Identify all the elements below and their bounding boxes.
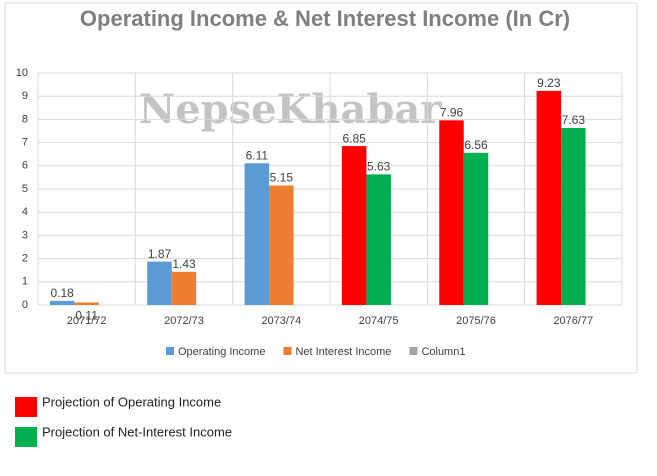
bar bbox=[366, 174, 391, 305]
legend-swatch bbox=[283, 347, 292, 355]
key-swatch bbox=[15, 397, 37, 417]
key-swatch bbox=[15, 427, 37, 447]
bar bbox=[341, 146, 367, 305]
y-tick-label: 9 bbox=[22, 90, 28, 102]
legend-label: Net Interest Income bbox=[295, 346, 391, 358]
bar bbox=[439, 120, 464, 305]
legend-swatch bbox=[166, 347, 174, 355]
value-label: 5.15 bbox=[270, 171, 294, 185]
x-tick-label: 2071/72 bbox=[67, 315, 107, 327]
value-label: 7.96 bbox=[440, 105, 464, 119]
x-tick-label: 2072/73 bbox=[164, 315, 204, 327]
value-label: 9.23 bbox=[537, 76, 561, 90]
y-tick-label: 1 bbox=[22, 276, 28, 288]
y-tick-label: 2 bbox=[22, 253, 28, 265]
bar bbox=[269, 185, 294, 305]
value-label: 0.11 bbox=[75, 309, 98, 323]
value-label: 1.43 bbox=[172, 257, 196, 271]
bar bbox=[463, 152, 489, 305]
y-tick-label: 5 bbox=[22, 183, 28, 195]
key-label: Projection of Operating Income bbox=[42, 394, 221, 409]
watermark: NepseKhabar bbox=[139, 86, 443, 133]
bar bbox=[561, 127, 586, 305]
x-tick-label: 2076/77 bbox=[553, 315, 593, 327]
value-label: 1.87 bbox=[148, 247, 172, 261]
x-tick-label: 2073/74 bbox=[261, 315, 301, 327]
bar bbox=[49, 300, 75, 305]
value-label: 5.63 bbox=[367, 160, 391, 174]
legend-label: Column1 bbox=[421, 346, 465, 358]
x-tick-label: 2074/75 bbox=[359, 315, 399, 327]
bar bbox=[244, 163, 270, 305]
chart-frame bbox=[4, 2, 638, 374]
value-label: 6.56 bbox=[464, 138, 488, 152]
y-tick-label: 4 bbox=[22, 206, 28, 218]
bar bbox=[147, 261, 172, 305]
legend-label: Operating Income bbox=[178, 346, 265, 358]
bar bbox=[74, 302, 99, 305]
legend-swatch bbox=[409, 347, 418, 355]
bar bbox=[536, 90, 562, 305]
y-tick-label: 6 bbox=[22, 160, 28, 172]
value-label: 7.63 bbox=[562, 113, 586, 127]
y-tick-label: 8 bbox=[22, 113, 28, 125]
y-tick-label: 3 bbox=[22, 229, 28, 241]
y-tick-label: 7 bbox=[22, 137, 28, 149]
y-tick-label: 0 bbox=[22, 299, 28, 311]
x-tick-label: 2075/76 bbox=[456, 315, 496, 327]
key-label: Projection of Net-Interest Income bbox=[42, 424, 232, 439]
chart-title: Operating Income & Net Interest Income (… bbox=[79, 6, 571, 31]
y-tick-label: 10 bbox=[16, 67, 28, 79]
value-label: 6.11 bbox=[246, 148, 269, 162]
bar bbox=[171, 271, 197, 305]
value-label: 6.85 bbox=[342, 131, 366, 145]
value-label: 0.18 bbox=[50, 286, 74, 300]
